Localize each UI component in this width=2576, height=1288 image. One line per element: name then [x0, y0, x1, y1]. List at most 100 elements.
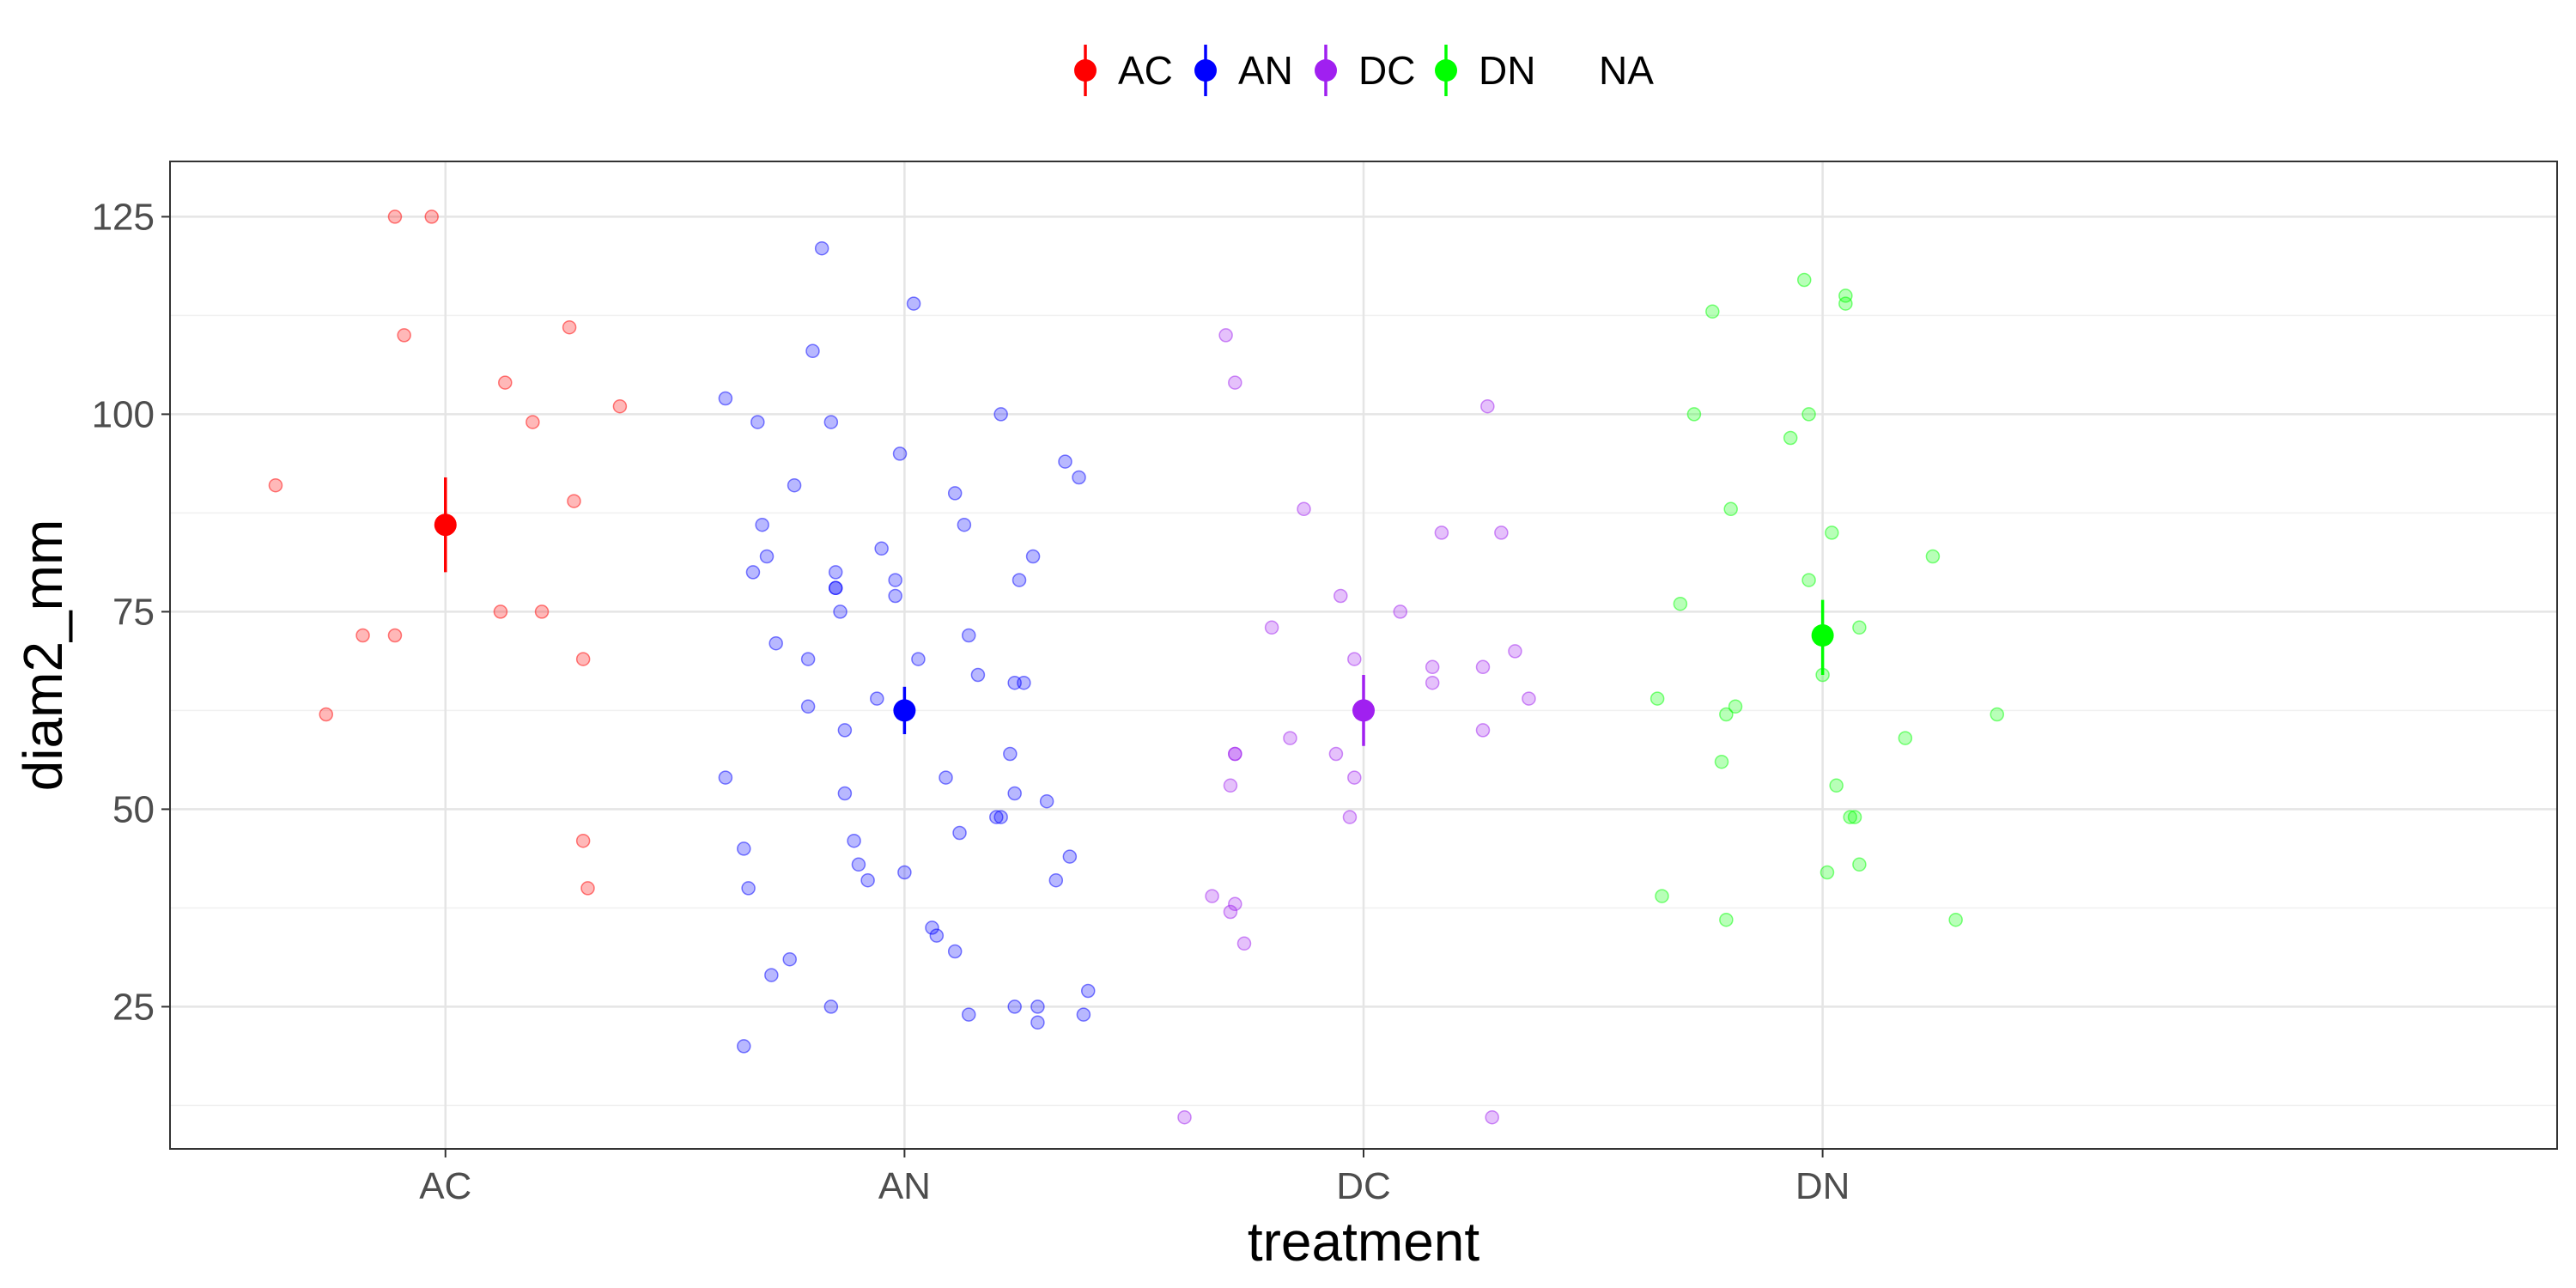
data-point: [787, 477, 802, 493]
data-point: [828, 565, 843, 580]
data-point: [961, 1007, 976, 1022]
data-point: [1030, 999, 1045, 1014]
y-tick-label: 50: [112, 788, 155, 830]
data-point: [562, 319, 577, 335]
data-point: [1228, 896, 1242, 912]
data-point: [580, 881, 595, 896]
data-point: [575, 833, 591, 848]
data-point: [1728, 699, 1743, 714]
mean-error-bars: [434, 477, 1834, 746]
x-axis: AC AN DC DN: [419, 1149, 1850, 1207]
legend-label: NA: [1599, 48, 1654, 93]
data-point: [860, 872, 875, 888]
data-point: [1080, 983, 1096, 999]
data-point: [1686, 407, 1702, 422]
data-point: [1655, 889, 1669, 903]
data-point: [1522, 691, 1536, 706]
data-point: [888, 588, 902, 604]
data-point: [424, 210, 439, 224]
data-point: [1218, 328, 1233, 343]
data-point: [993, 407, 1008, 422]
data-point: [929, 928, 945, 943]
data-point: [989, 810, 1004, 824]
legend-item: NA: [1599, 48, 1654, 93]
data-point: [397, 328, 411, 343]
x-tick-label: DN: [1795, 1165, 1850, 1207]
data-point: [782, 951, 797, 967]
data-point: [1003, 746, 1018, 762]
data-point: [1039, 793, 1054, 809]
grid-lines: [170, 161, 2557, 1149]
data-point: [1283, 731, 1297, 745]
data-point: [1719, 912, 1734, 927]
data-point: [1796, 272, 1812, 288]
data-point: [1177, 1109, 1192, 1125]
data-point: [828, 580, 843, 596]
mean-point: [893, 699, 916, 722]
data-point: [355, 628, 370, 643]
data-point: [1228, 375, 1242, 390]
data-point: [1058, 454, 1072, 469]
data-point: [741, 881, 756, 896]
legend: AC AN DC DN NA: [1074, 45, 1654, 96]
data-point: [764, 968, 779, 982]
data-point: [1948, 912, 1963, 927]
data-point: [837, 786, 853, 801]
data-point: [755, 517, 769, 532]
data-point: [1328, 746, 1344, 762]
legend-key-dot: [1435, 59, 1457, 82]
data-point: [957, 517, 972, 532]
data-point: [800, 652, 816, 666]
data-point: [1820, 865, 1835, 880]
data-point: [1649, 691, 1665, 706]
data-point: [1829, 778, 1844, 793]
data-point: [759, 549, 775, 564]
data-point: [1062, 849, 1078, 864]
data-point: [1025, 549, 1041, 564]
data-point: [1347, 770, 1362, 785]
data-point: [837, 723, 853, 738]
data-point: [387, 628, 403, 643]
data-point: [805, 343, 820, 359]
data-point: [745, 565, 761, 580]
data-point: [961, 628, 976, 643]
data-point: [911, 652, 926, 666]
data-point: [1801, 573, 1816, 587]
data-point: [567, 494, 581, 508]
data-point: [1030, 1015, 1045, 1030]
data-point: [1475, 659, 1491, 675]
x-axis-title: treatment: [1248, 1211, 1480, 1273]
data-point: [1334, 588, 1348, 604]
data-point: [823, 999, 839, 1014]
data-point: [493, 605, 508, 619]
data-point: [534, 605, 550, 619]
data-point: [906, 296, 921, 311]
data-point: [874, 541, 889, 556]
data-point: [575, 652, 591, 666]
data-point: [1847, 810, 1862, 824]
data-point: [947, 486, 963, 501]
legend-label: DN: [1479, 48, 1535, 93]
data-point: [1425, 659, 1440, 675]
data-point: [1434, 526, 1449, 540]
data-point: [1838, 296, 1853, 311]
x-tick-label: AC: [419, 1165, 471, 1207]
data-point: [737, 841, 751, 856]
data-point: [814, 240, 829, 256]
y-tick-label: 75: [112, 591, 155, 633]
legend-item: DN: [1435, 45, 1535, 96]
data-point: [847, 833, 861, 848]
data-point: [888, 573, 902, 587]
data-point: [1673, 596, 1688, 611]
data-point: [1076, 1007, 1091, 1022]
data-point: [750, 415, 765, 429]
data-point: [1825, 526, 1839, 540]
data-point: [1223, 778, 1238, 793]
mean-point: [434, 513, 457, 537]
data-point: [612, 398, 628, 414]
data-point: [1494, 526, 1509, 540]
y-axis: 25 50 75 100 125: [92, 196, 170, 1028]
data-point: [526, 415, 540, 429]
data-point: [800, 699, 816, 714]
data-point: [851, 857, 866, 872]
